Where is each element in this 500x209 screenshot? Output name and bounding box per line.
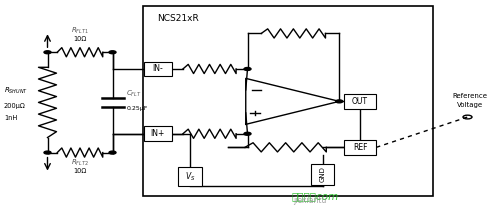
Bar [178, 167, 202, 186]
Text: Voltage: Voltage [457, 102, 483, 108]
Text: $R_{SHUNT}$: $R_{SHUNT}$ [4, 86, 28, 96]
Text: IN-: IN- [152, 64, 163, 74]
Circle shape [44, 151, 51, 154]
Circle shape [244, 68, 251, 70]
Text: 0.25μF: 0.25μF [126, 106, 148, 111]
Text: 10Ω: 10Ω [74, 36, 86, 42]
Text: REF: REF [353, 143, 367, 152]
Bar [344, 140, 376, 155]
Bar [344, 94, 376, 109]
Bar [311, 164, 334, 185]
Text: OUT: OUT [352, 97, 368, 106]
Bar [144, 62, 172, 76]
Circle shape [336, 100, 343, 103]
Circle shape [44, 51, 51, 54]
Circle shape [109, 51, 116, 54]
Text: 1nH: 1nH [4, 115, 17, 121]
Text: 10Ω: 10Ω [74, 168, 86, 175]
Circle shape [244, 132, 251, 135]
Text: $C_{FLT}$: $C_{FLT}$ [126, 89, 142, 99]
Text: $R_{FLT1}$: $R_{FLT1}$ [71, 25, 89, 36]
Bar [142, 6, 433, 196]
Bar [144, 126, 172, 141]
Text: NCS21xR: NCS21xR [158, 14, 199, 23]
Text: 接线图．com: 接线图．com [292, 191, 339, 201]
Text: Reference: Reference [452, 93, 488, 99]
Text: jiexiantu: jiexiantu [294, 196, 326, 205]
Circle shape [109, 151, 116, 154]
Text: $R_{FLT2}$: $R_{FLT2}$ [71, 158, 89, 168]
Text: GND: GND [320, 167, 326, 182]
Text: IN+: IN+ [150, 129, 164, 138]
Text: $V_S$: $V_S$ [185, 170, 195, 183]
Text: 200μΩ: 200μΩ [4, 103, 26, 108]
